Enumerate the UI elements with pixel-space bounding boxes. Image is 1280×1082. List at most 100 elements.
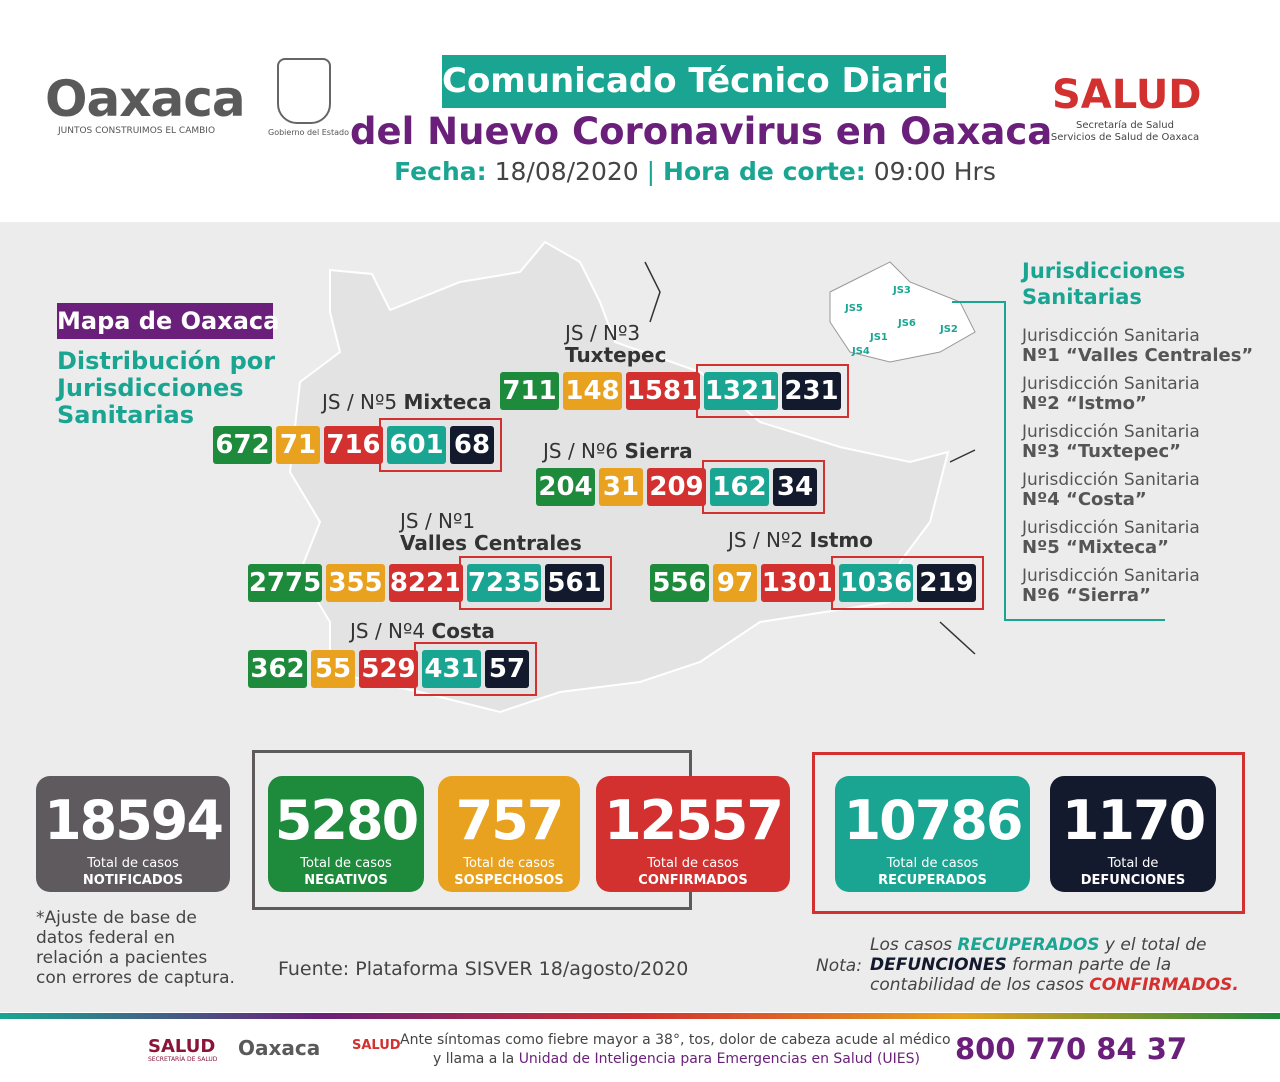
footer-line1: Ante síntomas como fiebre mayor a 38°, t… xyxy=(400,1032,951,1048)
legend-line2: Nº3 “Tuxtepec” xyxy=(1022,441,1181,462)
case-box: 8221 xyxy=(389,564,463,602)
total-label2: CONFIRMADOS xyxy=(638,873,748,888)
jurisdiction-code: JS / Nº2 xyxy=(728,528,804,552)
footer-oaxaca: Oaxaca xyxy=(238,1036,321,1060)
legend-line2: Nº6 “Sierra” xyxy=(1022,585,1151,606)
total-label1: Total de casos xyxy=(300,856,392,871)
note: Los casos RECUPERADOS y el total de DEFUN… xyxy=(870,935,1239,995)
legend-line1: Jurisdicción Sanitaria xyxy=(1022,374,1200,394)
footer-salud: SALUD xyxy=(148,1036,216,1057)
case-box: 219 xyxy=(917,564,976,602)
case-box: 529 xyxy=(359,650,418,688)
case-box: 55 xyxy=(311,650,355,688)
case-box: 2775 xyxy=(248,564,322,602)
note-line: DEFUNCIONES forman parte de la xyxy=(870,955,1239,975)
legend-line1: Jurisdicción Sanitaria xyxy=(1022,518,1200,538)
legend-line1: Jurisdicción Sanitaria xyxy=(1022,566,1200,586)
jurisdiction-name: Mixteca xyxy=(403,390,492,414)
jurisdiction-label: JS / Nº2 Istmo xyxy=(728,529,873,551)
coat-of-arms xyxy=(277,58,331,124)
jurisdiction-label: JS / Nº3 Tuxtepec xyxy=(565,322,666,366)
highlight-frame xyxy=(831,556,984,610)
case-box: 556 xyxy=(650,564,709,602)
salud-sub2: Servicios de Salud de Oaxaca xyxy=(1050,132,1200,143)
title-line2: del Nuevo Coronavirus en Oaxaca xyxy=(350,110,1053,153)
minimap-label: JS5 xyxy=(845,303,863,314)
case-box: 1321 xyxy=(704,372,778,410)
legend-line1: Jurisdicción Sanitaria xyxy=(1022,326,1200,346)
footnote-line: relación a pacientes xyxy=(36,948,208,968)
footnote: *Ajuste de base de datos federal en relaci… xyxy=(36,908,235,988)
footer-line2b: Unidad de Inteligencia para Emergencias … xyxy=(518,1051,920,1067)
total-value: 10786 xyxy=(843,789,1024,852)
case-box: 561 xyxy=(545,564,604,602)
note-highlight: RECUPERADOS xyxy=(957,935,1100,955)
note-line: contabilidad de los casos CONFIRMADOS. xyxy=(870,975,1239,995)
legend-line2: Nº4 “Costa” xyxy=(1022,489,1147,510)
case-box: 204 xyxy=(536,468,595,506)
case-box: 1581 xyxy=(626,372,700,410)
footnote-line: *Ajuste de base de xyxy=(36,908,197,928)
total-box: 1170 Total de DEFUNCIONES xyxy=(1050,776,1216,892)
legend-title: Jurisdicciones xyxy=(1022,259,1186,283)
jurisdiction-code: JS / Nº1 xyxy=(400,509,476,533)
note-line: Los casos RECUPERADOS y el total de xyxy=(870,935,1239,955)
total-box: 18594 Total de casos NOTIFICADOS xyxy=(36,776,230,892)
case-box: 34 xyxy=(773,468,817,506)
highlight-frame xyxy=(696,364,849,418)
map-label: Mapa de Oaxaca xyxy=(57,303,279,339)
highlight-frame xyxy=(379,418,502,472)
total-value: 12557 xyxy=(604,789,784,852)
jurisdiction-name: Tuxtepec xyxy=(565,343,667,367)
jurisdiction-name: Istmo xyxy=(809,528,874,552)
map-subtitle-line: Distribución por xyxy=(57,347,276,375)
case-box: 231 xyxy=(782,372,841,410)
total-label2: NEGATIVOS xyxy=(304,873,388,888)
jurisdiction-label: JS / Nº4 Costa xyxy=(350,620,495,642)
total-label1: Total de casos xyxy=(87,856,179,871)
total-label2: RECUPERADOS xyxy=(878,873,987,888)
note-highlight: DEFUNCIONES xyxy=(870,955,1007,975)
legend: Jurisdicciones Sanitarias Jurisdicción San… xyxy=(1022,258,1272,606)
total-label2: SOSPECHOSOS xyxy=(454,873,564,888)
total-label1: Total de casos xyxy=(886,856,979,871)
case-box: 209 xyxy=(647,468,706,506)
total-label1: Total de xyxy=(1107,856,1159,871)
map-subtitle: Distribución por Jurisdicciones Sanitarias xyxy=(57,348,275,429)
case-box: 57 xyxy=(485,650,529,688)
legend-line2: Nº2 “Istmo” xyxy=(1022,393,1147,414)
case-box: 716 xyxy=(324,426,383,464)
case-box: 1036 xyxy=(839,564,913,602)
note-text: Los casos xyxy=(870,935,958,955)
date-line: Fecha: 18/08/2020 | Hora de corte: 09:00… xyxy=(394,157,996,186)
total-value: 1170 xyxy=(1061,789,1206,852)
case-box: 711 xyxy=(500,372,559,410)
case-box: 31 xyxy=(599,468,643,506)
footer-line2a: y llama a la xyxy=(432,1051,519,1067)
total-label2: DEFUNCIONES xyxy=(1080,873,1186,888)
total-label1: Total de casos xyxy=(647,856,739,871)
minimap xyxy=(829,261,976,363)
case-box: 672 xyxy=(213,426,272,464)
case-box: 148 xyxy=(563,372,622,410)
total-label2: NOTIFICADOS xyxy=(82,873,184,888)
case-box: 68 xyxy=(450,426,494,464)
jurisdiction-name: Sierra xyxy=(624,439,693,463)
case-box: 1301 xyxy=(761,564,835,602)
minimap-label: JS3 xyxy=(893,285,911,296)
footnote-line: datos federal en xyxy=(36,928,175,948)
map-subtitle-line: Sanitarias xyxy=(57,401,195,429)
stripe xyxy=(0,1013,1280,1019)
footer-line2: y llama a la Unidad de Inteligencia para… xyxy=(400,1051,920,1067)
jurisdiction-code: JS / Nº3 xyxy=(565,321,641,345)
minimap-label: JS6 xyxy=(898,318,916,329)
minimap-label: JS4 xyxy=(852,346,870,357)
case-box: 7235 xyxy=(467,564,541,602)
gobierno: Gobierno del Estado xyxy=(268,128,349,137)
total-label1: Total de casos xyxy=(463,856,555,871)
footer-salud-sub: SECRETARÍA DE SALUD xyxy=(148,1056,218,1063)
legend-line1: Jurisdicción Sanitaria xyxy=(1022,470,1200,490)
hora-label: Hora de corte: xyxy=(663,157,866,186)
case-box: 431 xyxy=(422,650,481,688)
